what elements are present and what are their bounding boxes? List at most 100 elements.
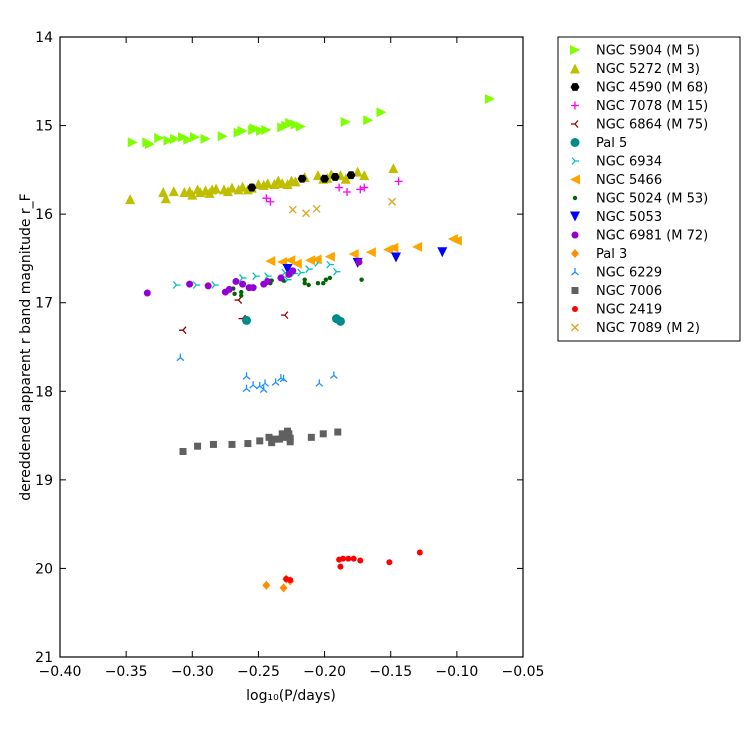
legend-item: NGC 6981 (M 72) (571, 229, 708, 244)
legend-marker (570, 174, 580, 185)
legend: NGC 5904 (M 5) NGC 5272 (M 3) NGC 4590 (M … (557, 36, 741, 342)
data-point (437, 247, 448, 258)
data-point (356, 185, 365, 194)
data-point (348, 249, 359, 259)
series-2 (247, 171, 356, 192)
data-point (281, 433, 289, 441)
data-point (286, 434, 294, 442)
legend-marker (570, 138, 580, 147)
data-point (337, 563, 344, 570)
data-point (312, 204, 321, 213)
legend-label: NGC 6934 (596, 155, 662, 170)
data-point (232, 291, 237, 297)
data-point (261, 125, 272, 135)
data-point (226, 182, 237, 193)
data-point (242, 384, 251, 393)
data-point (268, 439, 276, 447)
data-point (265, 433, 273, 441)
legend-label: NGC 5904 (M 5) (596, 44, 700, 59)
data-point (329, 371, 338, 379)
legend-marker (572, 306, 578, 312)
data-point (186, 280, 194, 288)
data-point (127, 137, 138, 148)
legend-label: NGC 5272 (M 3) (596, 62, 700, 77)
data-point (217, 131, 228, 142)
data-point (183, 134, 194, 145)
data-point (311, 254, 322, 265)
data-point (242, 315, 252, 325)
data-point (261, 379, 269, 387)
data-point (259, 385, 268, 394)
data-point (340, 555, 347, 562)
data-point (262, 580, 271, 590)
series-15 (288, 197, 396, 218)
data-point (412, 241, 423, 252)
y-tick-label: 16 (35, 207, 53, 223)
legend-item: NGC 7078 (M 15) (571, 99, 708, 114)
legend-label: NGC 7006 (596, 284, 662, 299)
data-point (239, 289, 244, 295)
data-point (323, 277, 329, 282)
data-point (343, 188, 352, 196)
data-point (324, 251, 335, 262)
data-point (176, 353, 185, 362)
data-point (211, 183, 222, 194)
data-point (376, 107, 387, 118)
data-point (271, 378, 280, 386)
data-point (247, 183, 257, 192)
data-point (237, 181, 248, 192)
data-point (289, 267, 297, 275)
data-point (363, 115, 374, 126)
x-tick-label: −0.10 (435, 664, 478, 680)
data-point (276, 435, 284, 443)
data-point (319, 430, 327, 438)
data-point (288, 205, 297, 214)
data-point (225, 285, 233, 293)
data-point (355, 258, 363, 266)
data-point (125, 194, 136, 205)
legend-marker (571, 157, 579, 165)
data-point (306, 282, 311, 288)
data-point (256, 125, 267, 136)
legend-label: NGC 6981 (M 72) (596, 229, 708, 244)
data-point (192, 281, 201, 289)
legend-item: NGC 5053 (570, 210, 662, 225)
legend-item: NGC 5466 (570, 173, 662, 188)
data-point (340, 117, 351, 128)
data-point (302, 209, 311, 218)
data-point (315, 281, 321, 286)
data-point (239, 273, 247, 282)
legend-item: NGC 5904 (M 5) (570, 44, 700, 59)
data-point (285, 430, 293, 438)
legend-marker (572, 195, 578, 201)
data-point (286, 438, 294, 446)
data-point (242, 372, 251, 380)
data-point (345, 555, 352, 562)
data-point (352, 166, 363, 177)
data-point (282, 264, 293, 275)
data-point (204, 282, 212, 290)
data-point (334, 428, 342, 436)
series-3 (262, 177, 403, 206)
y-tick-label: 20 (35, 561, 53, 577)
legend-item: NGC 7089 (M 2) (571, 321, 700, 336)
data-point (285, 117, 296, 128)
data-point (256, 437, 264, 445)
legend-item: NGC 2419 (572, 303, 662, 318)
legend-item: NGC 4590 (M 68) (570, 81, 708, 96)
legend-label: NGC 5024 (M 53) (596, 192, 708, 207)
series-10 (143, 258, 363, 297)
data-point (272, 435, 280, 443)
y-axis-label: dereddened apparent r band magnitude r_F (18, 193, 34, 500)
x-tick-label: −0.20 (303, 664, 346, 680)
data-point (451, 235, 462, 246)
data-point (388, 163, 399, 174)
legend-marker (570, 83, 580, 91)
data-point (321, 281, 326, 286)
y-tick-label: 21 (35, 650, 53, 666)
data-point (297, 268, 305, 277)
legend-marker (571, 323, 579, 332)
legend-marker (571, 231, 579, 239)
data-point (280, 311, 289, 320)
chart-marks (125, 94, 495, 593)
